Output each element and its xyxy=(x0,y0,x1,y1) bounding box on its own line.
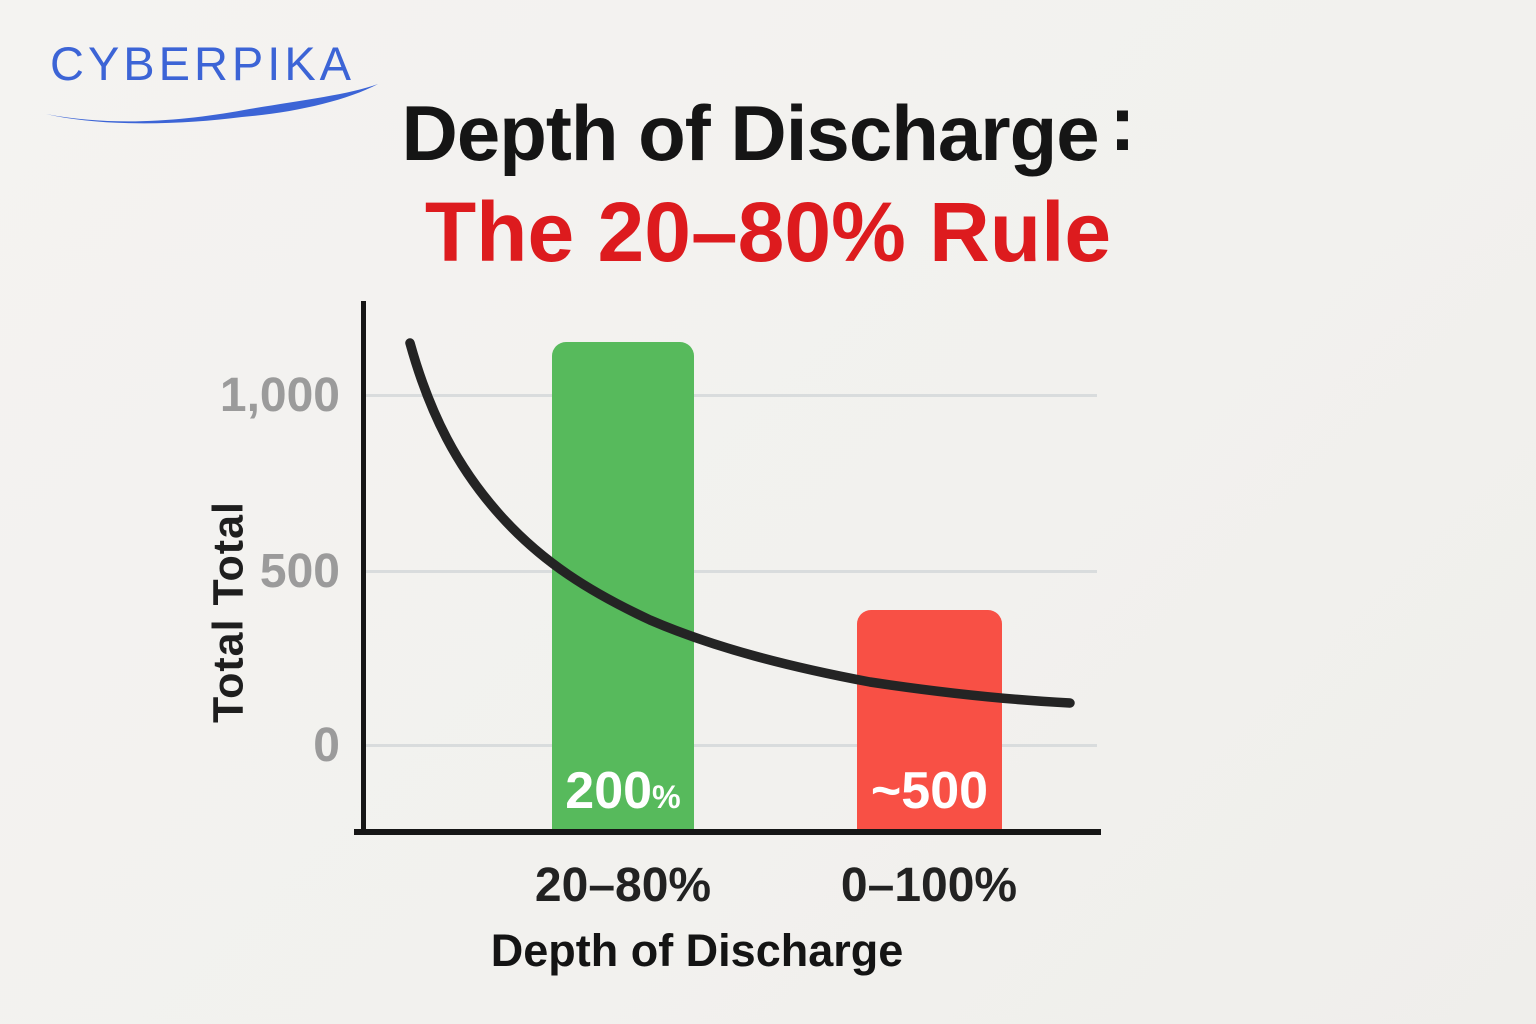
y-tick-1000: 1,000 xyxy=(219,369,340,422)
x-tick-20-80: 20–80% xyxy=(534,859,712,912)
bar-label-20-80: 200% xyxy=(552,765,694,817)
gridline-1000 xyxy=(366,394,1097,397)
x-axis-line xyxy=(354,829,1101,835)
page-title: Depth of Discharge: xyxy=(0,83,1536,174)
gridline-0 xyxy=(366,744,1097,747)
bar-20-80: 200% xyxy=(552,342,694,829)
bar-label-20-80-value: 200 xyxy=(565,762,653,820)
x-tick-0-100: 0–100% xyxy=(840,859,1018,912)
headline-block: Depth of Discharge: The 20–80% Rule xyxy=(0,83,1536,279)
page-subtitle: The 20–80% Rule xyxy=(424,184,1112,279)
bar-0-100: ~500 xyxy=(857,610,1002,829)
bar-label-0-100: ~500 xyxy=(857,765,1002,817)
y-tick-0: 0 xyxy=(313,719,340,772)
logo-text: CYBERPIKA xyxy=(50,37,356,90)
gridline-500 xyxy=(366,570,1097,573)
bar-label-0-100-value: ~500 xyxy=(870,762,989,820)
logo: CYBERPIKA xyxy=(46,37,390,124)
wave-swoosh-icon xyxy=(46,84,378,124)
bar-label-20-80-suffix: % xyxy=(652,779,681,815)
y-axis-title: Total Total xyxy=(204,501,253,723)
y-axis-line xyxy=(361,301,366,835)
page-title-colon: : xyxy=(1109,78,1136,167)
y-tick-500: 500 xyxy=(259,545,340,598)
page-title-text: Depth of Discharge xyxy=(401,89,1100,177)
x-axis-title: Depth of Discharge xyxy=(490,925,904,976)
